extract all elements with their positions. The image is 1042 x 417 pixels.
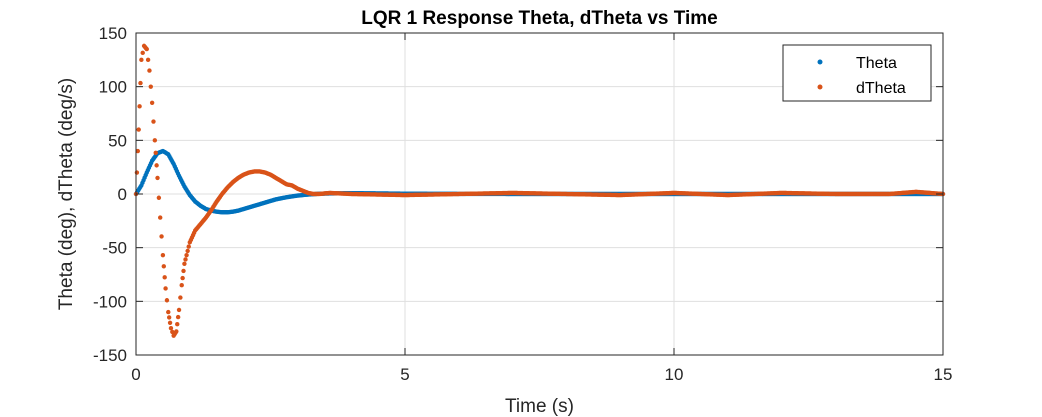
series-dtheta (133, 43, 946, 338)
data-point-dtheta (160, 252, 166, 258)
data-point-dtheta (175, 322, 180, 327)
data-point-dtheta (136, 127, 141, 132)
data-point-dtheta (147, 68, 152, 73)
y-tick-label: 50 (108, 131, 127, 150)
x-tick-label: 10 (665, 365, 684, 384)
data-point-dtheta (153, 150, 158, 156)
data-point-dtheta (184, 252, 189, 258)
axis-ticks: 0 5 10 15 -150 -100 -50 0 50 100 150 (93, 24, 952, 384)
data-point-dtheta (159, 234, 164, 239)
data-point-dtheta (176, 307, 182, 313)
y-tick-label: 150 (99, 24, 127, 43)
legend-marker-dtheta (817, 84, 823, 90)
data-point-dtheta (145, 57, 151, 63)
data-point-dtheta (154, 163, 159, 168)
data-point-dtheta (179, 283, 184, 288)
data-point-dtheta (163, 286, 168, 291)
data-point-dtheta (138, 80, 143, 86)
data-point-dtheta (185, 248, 190, 254)
data-point-dtheta (183, 257, 188, 262)
data-point-dtheta (166, 309, 171, 315)
legend-label-dtheta: dTheta (856, 80, 906, 97)
data-point-dtheta (161, 264, 166, 269)
data-point-dtheta (166, 315, 172, 320)
x-axis-label: Time (s) (505, 396, 574, 417)
data-point-dtheta (158, 215, 163, 220)
y-tick-label: -50 (102, 239, 127, 258)
data-point-dtheta (181, 268, 186, 274)
legend-marker-theta (817, 59, 823, 65)
x-tick-label: 15 (934, 365, 953, 384)
y-tick-label: -150 (93, 346, 127, 365)
data-point-dtheta (174, 329, 179, 334)
data-point-dtheta (134, 170, 140, 175)
data-point-dtheta (180, 275, 185, 281)
data-series (133, 43, 946, 338)
data-point-dtheta (148, 84, 153, 89)
data-point-dtheta (167, 320, 173, 325)
data-point-dtheta (155, 175, 160, 181)
y-tick-label: 0 (118, 185, 127, 204)
x-tick-label: 0 (131, 365, 140, 384)
data-point-dtheta (151, 119, 156, 124)
data-point-dtheta (186, 244, 191, 249)
data-point-dtheta (135, 148, 140, 154)
data-point-dtheta (182, 261, 187, 266)
data-point-dtheta (175, 314, 181, 320)
data-point-dtheta (140, 50, 145, 56)
data-point-dtheta (164, 298, 170, 303)
y-axis-label: Theta (deg), dTheta (deg/s) (56, 78, 77, 310)
data-point-dtheta (149, 100, 155, 105)
y-tick-label: -100 (93, 292, 127, 311)
data-point-dtheta (168, 325, 174, 331)
legend-label-theta: Theta (856, 55, 897, 72)
data-point-dtheta (137, 104, 142, 109)
data-point-dtheta (156, 195, 162, 200)
legend-box (782, 44, 932, 102)
data-point-dtheta (152, 138, 158, 143)
data-point-dtheta (178, 295, 183, 300)
chart-title: LQR 1 Response Theta, dTheta vs Time (361, 8, 718, 29)
data-point-dtheta (144, 46, 149, 52)
x-tick-label: 5 (400, 365, 409, 384)
data-point-dtheta (162, 275, 167, 280)
data-point-dtheta (139, 57, 144, 63)
legend: Theta dTheta (782, 44, 932, 102)
y-tick-label: 100 (99, 78, 127, 97)
